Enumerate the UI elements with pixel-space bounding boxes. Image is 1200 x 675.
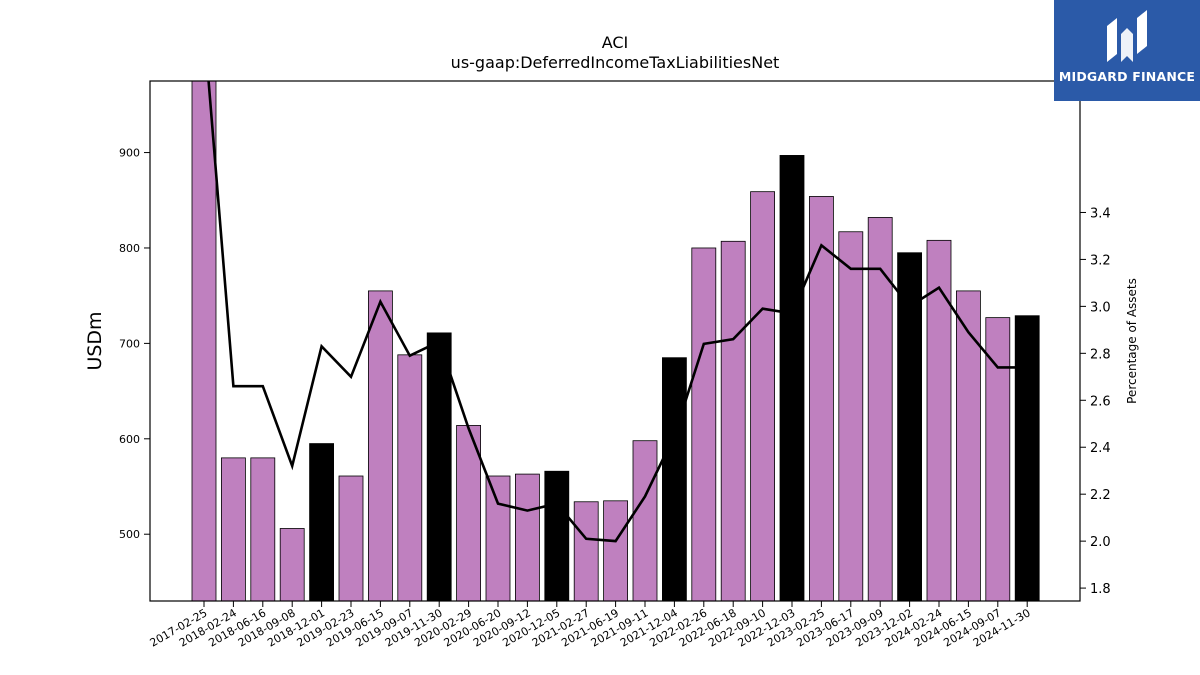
- bar-2023-02-25: [809, 196, 834, 601]
- x-axis: 2017-02-252018-02-242018-06-162018-09-08…: [148, 601, 1033, 650]
- midgard-logo-icon: [1107, 10, 1147, 62]
- brand-logo: MIDGARD FINANCE: [1054, 0, 1200, 101]
- bar-group: [191, 81, 1040, 601]
- bar-2022-06-18: [720, 240, 746, 601]
- bar-2024-11-30: [1014, 315, 1040, 601]
- y-tick-label: 500: [119, 528, 140, 541]
- chart-title: ACI: [602, 33, 629, 52]
- bar-2023-12-02: [897, 252, 922, 601]
- plot-frame: [149, 80, 1081, 602]
- y2-tick-label: 3.2: [1090, 253, 1111, 268]
- bar-2022-09-10: [750, 191, 775, 601]
- bar-2018-09-08: [279, 528, 305, 601]
- bar-2022-02-26: [691, 247, 717, 601]
- bar-2021-09-11: [632, 440, 658, 601]
- y2-tick-label: 2.8: [1090, 347, 1111, 362]
- y2-axis-label: Percentage of Assets: [1125, 278, 1139, 404]
- bar-2023-06-17: [838, 231, 864, 601]
- bar-2021-06-19: [603, 500, 628, 601]
- y-axis-label: USDm: [84, 311, 106, 370]
- bar-2018-12-01: [309, 443, 335, 601]
- bar-2019-02-23: [338, 475, 364, 601]
- y-tick-label: 900: [119, 147, 140, 160]
- bar-2020-06-20: [485, 475, 511, 601]
- bar-2019-06-15: [367, 290, 393, 601]
- bar-2017-02-25: [191, 81, 217, 601]
- bar-2022-12-03: [779, 155, 805, 601]
- bar-2020-02-29: [456, 425, 482, 601]
- y-tick-label: 800: [119, 242, 140, 255]
- bar-2024-06-15: [956, 290, 981, 601]
- y2-tick-label: 3.0: [1090, 300, 1111, 315]
- bar-2018-06-16: [250, 457, 276, 601]
- bar-2020-12-05: [544, 470, 570, 601]
- chart-subtitle: us-gaap:DeferredIncomeTaxLiabilitiesNet: [451, 53, 780, 72]
- bar-2021-02-27: [573, 501, 599, 601]
- logo-text: MIDGARD FINANCE: [1058, 69, 1196, 84]
- y2-tick-label: 2.0: [1090, 535, 1111, 550]
- y2-tick-label: 2.4: [1090, 441, 1111, 456]
- line-group: [207, 81, 1028, 543]
- y2-tick-label: 1.8: [1090, 582, 1111, 597]
- right-axis: 1.8 2.0 2.2 2.4 2.6 2.8 3.0 3.2 3.4: [1080, 206, 1111, 597]
- y-tick-label: 700: [119, 337, 140, 350]
- series-line: [207, 81, 1028, 543]
- bar-2018-02-24: [220, 457, 246, 601]
- bar-2021-12-04: [662, 357, 687, 601]
- bar-2019-11-30: [426, 332, 452, 601]
- bar-2020-09-12: [515, 473, 540, 601]
- y2-tick-label: 2.2: [1090, 488, 1111, 503]
- bar-2019-09-07: [397, 354, 423, 601]
- left-axis: 500 600 700 800 900: [119, 147, 150, 541]
- y-tick-label: 600: [119, 433, 140, 446]
- y2-tick-label: 3.4: [1090, 206, 1111, 221]
- bar-2023-09-09: [867, 217, 893, 601]
- y2-tick-label: 2.6: [1090, 394, 1111, 409]
- bar-2024-09-07: [985, 317, 1011, 601]
